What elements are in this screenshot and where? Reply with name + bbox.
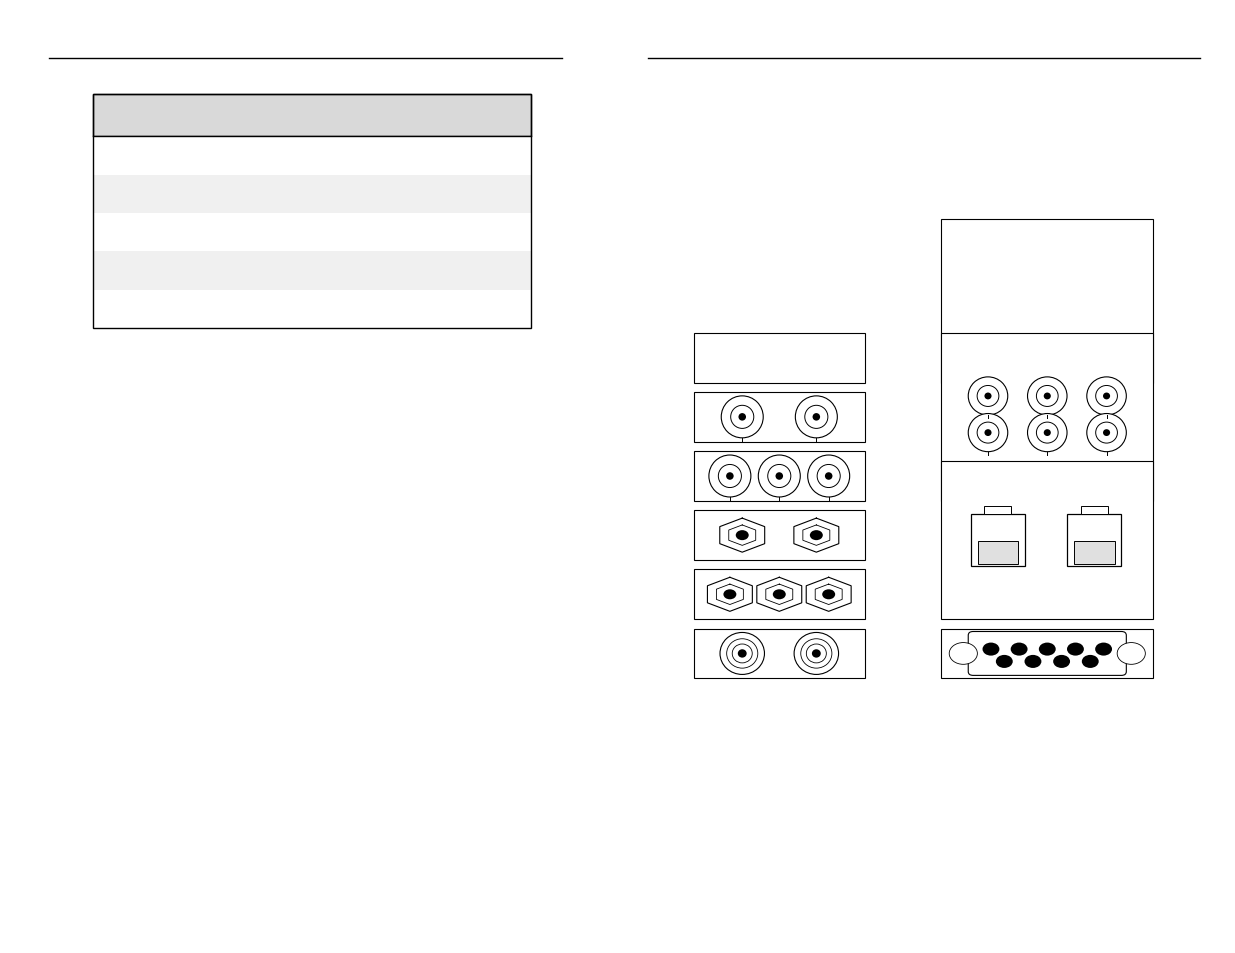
Ellipse shape <box>726 639 758 668</box>
Circle shape <box>950 643 977 664</box>
Ellipse shape <box>768 465 790 488</box>
Ellipse shape <box>806 644 826 663</box>
Circle shape <box>810 531 823 540</box>
Ellipse shape <box>977 386 999 407</box>
Circle shape <box>724 590 736 599</box>
FancyBboxPatch shape <box>93 137 531 175</box>
FancyBboxPatch shape <box>694 570 864 619</box>
Circle shape <box>736 531 748 540</box>
Circle shape <box>1053 656 1070 668</box>
Ellipse shape <box>719 465 741 488</box>
Ellipse shape <box>758 456 800 497</box>
Ellipse shape <box>1103 393 1110 400</box>
Ellipse shape <box>984 430 992 436</box>
FancyBboxPatch shape <box>694 393 864 442</box>
Circle shape <box>1095 643 1112 656</box>
Ellipse shape <box>726 473 734 480</box>
Circle shape <box>983 643 999 656</box>
Ellipse shape <box>721 396 763 438</box>
FancyBboxPatch shape <box>968 632 1126 676</box>
Ellipse shape <box>968 377 1008 416</box>
Ellipse shape <box>813 414 820 421</box>
Ellipse shape <box>1036 422 1058 443</box>
Circle shape <box>995 656 1013 668</box>
Ellipse shape <box>800 639 832 668</box>
Ellipse shape <box>739 414 746 421</box>
FancyBboxPatch shape <box>977 542 1018 564</box>
Ellipse shape <box>731 406 753 429</box>
Ellipse shape <box>811 650 821 658</box>
Ellipse shape <box>984 393 992 400</box>
Ellipse shape <box>1095 422 1118 443</box>
FancyBboxPatch shape <box>941 334 1153 501</box>
Ellipse shape <box>709 456 751 497</box>
FancyBboxPatch shape <box>941 461 1153 619</box>
Ellipse shape <box>794 633 839 675</box>
Ellipse shape <box>1095 386 1118 407</box>
Circle shape <box>1025 656 1041 668</box>
Ellipse shape <box>968 414 1008 452</box>
Ellipse shape <box>808 456 850 497</box>
FancyBboxPatch shape <box>1067 515 1121 567</box>
Ellipse shape <box>805 406 827 429</box>
FancyBboxPatch shape <box>93 253 531 291</box>
Circle shape <box>1067 643 1084 656</box>
Ellipse shape <box>1087 414 1126 452</box>
Circle shape <box>1039 643 1056 656</box>
Ellipse shape <box>732 644 752 663</box>
FancyBboxPatch shape <box>694 629 864 679</box>
FancyBboxPatch shape <box>694 511 864 560</box>
Ellipse shape <box>818 465 840 488</box>
FancyBboxPatch shape <box>971 515 1025 567</box>
FancyBboxPatch shape <box>694 334 864 383</box>
FancyBboxPatch shape <box>93 213 531 253</box>
FancyBboxPatch shape <box>93 95 531 137</box>
FancyBboxPatch shape <box>1073 542 1115 564</box>
Ellipse shape <box>1087 377 1126 416</box>
Circle shape <box>1082 656 1099 668</box>
FancyBboxPatch shape <box>93 291 531 329</box>
FancyBboxPatch shape <box>941 629 1153 679</box>
Ellipse shape <box>825 473 832 480</box>
Ellipse shape <box>776 473 783 480</box>
Ellipse shape <box>1044 393 1051 400</box>
Ellipse shape <box>1103 430 1110 436</box>
Ellipse shape <box>1028 414 1067 452</box>
Circle shape <box>823 590 835 599</box>
Ellipse shape <box>737 650 747 658</box>
Ellipse shape <box>977 422 999 443</box>
Circle shape <box>1010 643 1028 656</box>
Ellipse shape <box>1044 430 1051 436</box>
Ellipse shape <box>1028 377 1067 416</box>
Ellipse shape <box>1036 386 1058 407</box>
Circle shape <box>773 590 785 599</box>
Ellipse shape <box>795 396 837 438</box>
Circle shape <box>1118 643 1145 664</box>
FancyBboxPatch shape <box>941 220 1153 383</box>
Ellipse shape <box>720 633 764 675</box>
FancyBboxPatch shape <box>984 506 1011 515</box>
FancyBboxPatch shape <box>93 175 531 213</box>
FancyBboxPatch shape <box>1081 506 1108 515</box>
FancyBboxPatch shape <box>694 452 864 501</box>
